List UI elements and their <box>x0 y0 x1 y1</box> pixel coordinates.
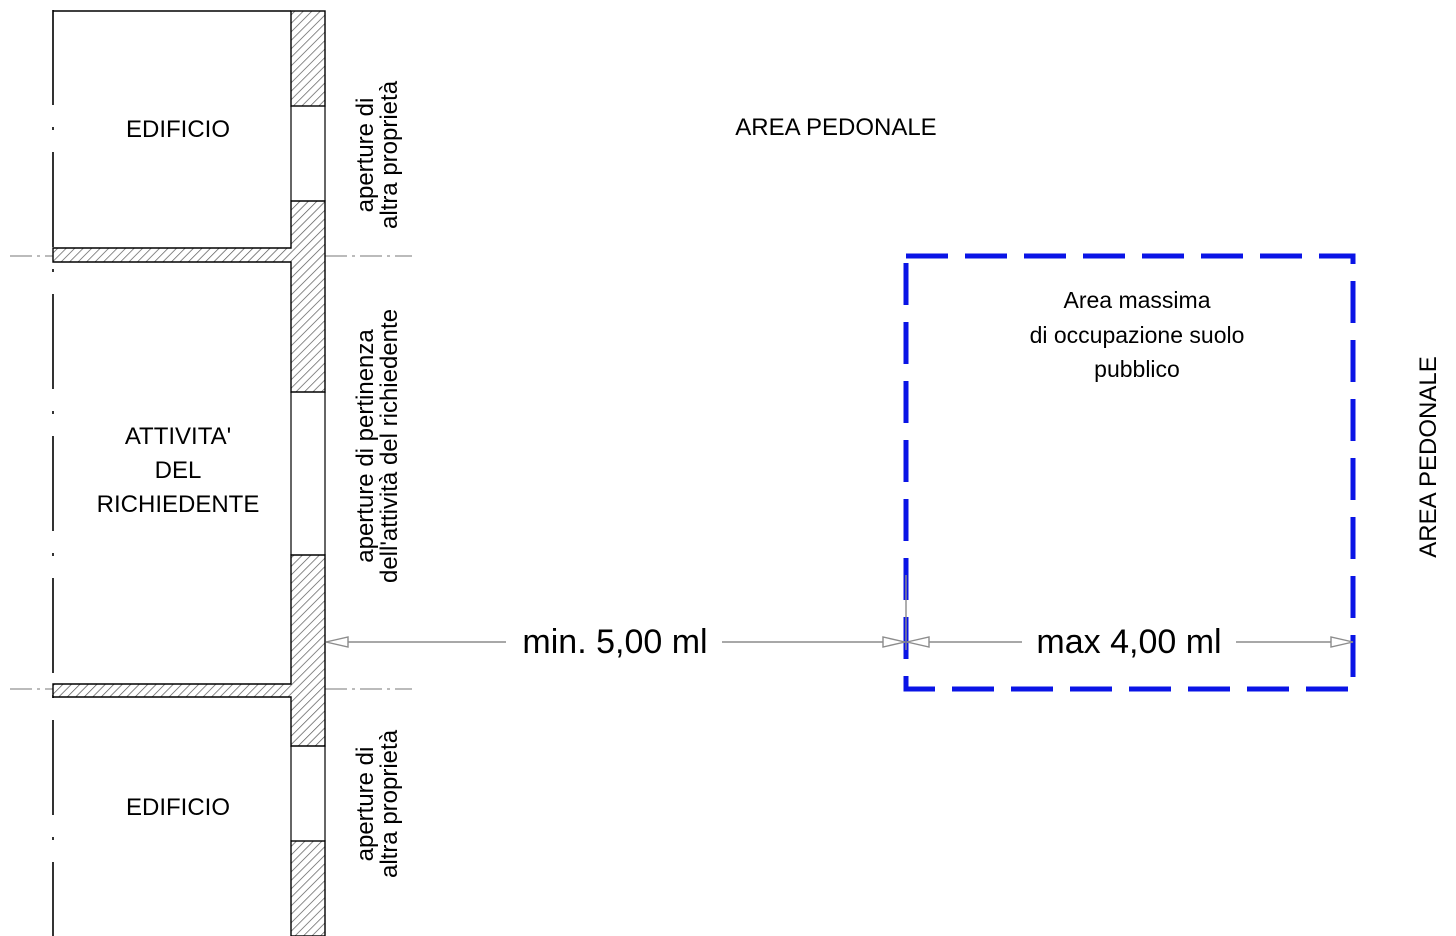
wall-segment <box>290 840 326 936</box>
opening-label-middle: aperture di pertinenza dell'attività del… <box>352 309 403 583</box>
wall-segment <box>290 10 326 107</box>
opening-label-top: aperture di altra proprietà <box>352 80 403 229</box>
arrowhead <box>1330 636 1354 648</box>
svg-text:aperture di: aperture di <box>352 98 379 213</box>
wall-junction-lower <box>52 554 326 747</box>
svg-text:altra proprietà: altra proprietà <box>376 80 403 229</box>
svg-text:dell'attività del richiedente: dell'attività del richiedente <box>376 309 403 583</box>
area-label-top: AREA PEDONALE <box>735 114 936 141</box>
occupation-area-label: pubblico <box>1094 356 1180 382</box>
room-label-top: EDIFICIO <box>126 116 230 143</box>
room-label-middle: DEL <box>155 457 202 484</box>
arrowhead <box>906 636 930 648</box>
dimension-min-distance: min. 5,00 ml <box>522 623 707 661</box>
occupation-area-label: di occupazione suolo <box>1030 322 1245 348</box>
occupation-area-border <box>903 253 1356 692</box>
dimension-lines <box>325 575 1354 650</box>
area-label-right: AREA PEDONALE <box>1415 356 1442 557</box>
hatched-walls <box>52 10 326 936</box>
room-label-bottom: EDIFICIO <box>126 794 230 821</box>
opening-lines <box>290 106 326 841</box>
wall-junction-upper <box>52 200 326 393</box>
arrowhead <box>325 636 349 648</box>
room-label-middle: ATTIVITA' <box>125 423 231 450</box>
svg-text:altra proprietà: altra proprietà <box>376 729 403 878</box>
arrowhead <box>882 636 906 648</box>
svg-text:aperture di pertinenza: aperture di pertinenza <box>352 329 379 563</box>
room-label-middle: RICHIEDENTE <box>97 491 260 518</box>
opening-label-bottom: aperture di altra proprietà <box>352 729 403 878</box>
axis-lines <box>10 255 412 690</box>
occupation-area-label: Area massima <box>1064 287 1211 313</box>
svg-text:aperture di: aperture di <box>352 747 379 862</box>
dimension-max-depth: max 4,00 ml <box>1036 623 1221 661</box>
